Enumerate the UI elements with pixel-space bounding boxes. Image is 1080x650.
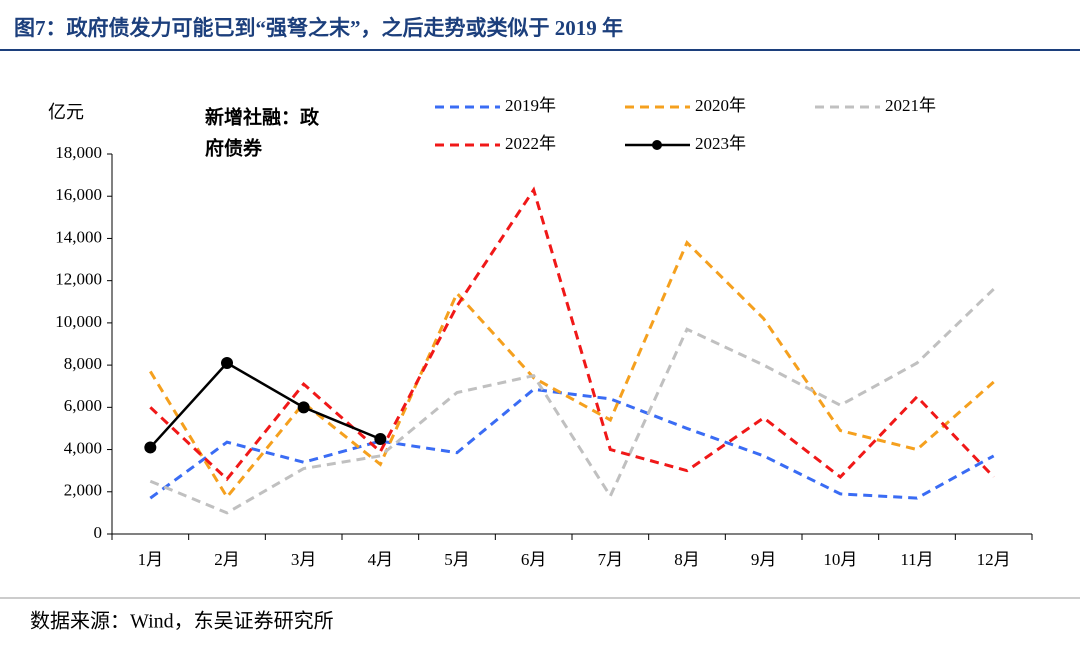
y-tick-label: 6,000 [64,396,102,415]
x-tick-label: 9月 [751,550,777,569]
x-tick-label: 12月 [977,550,1011,569]
y-tick-label: 0 [94,523,103,542]
x-tick-label: 7月 [598,550,624,569]
annotation: 新增社融：政 [205,105,320,128]
y-tick-label: 14,000 [55,227,102,246]
y-tick-label: 10,000 [55,312,102,331]
y-tick-label: 18,000 [55,143,102,162]
series-marker [297,401,310,414]
y-tick-label: 4,000 [64,438,102,457]
legend-label: 2020年 [695,96,746,115]
series-line [149,240,995,500]
legend-label: 2021年 [885,96,936,115]
y-tick-label: 12,000 [55,270,102,289]
series-marker [144,441,157,454]
legend-label: 2022年 [505,134,556,153]
annotation: 府债券 [205,136,263,159]
legend-label: 2019年 [505,96,556,115]
x-tick-label: 2月 [214,550,240,569]
series-marker [374,433,387,445]
x-tick-label: 6月 [521,550,547,569]
x-tick-label: 5月 [444,550,470,569]
series-line [149,186,995,482]
chart-title: 图7：政府债发力可能已到“强弩之末”，之后走势或类似于 2019 年 [14,16,623,40]
x-tick-label: 1月 [138,550,164,569]
x-tick-label: 3月 [291,550,317,569]
y-axis-label: 亿元 [48,102,84,122]
y-tick-label: 16,000 [55,185,102,204]
series-line [149,288,995,515]
y-tick-label: 8,000 [64,354,102,373]
x-tick-label: 8月 [674,550,700,569]
x-tick-label: 4月 [368,550,394,569]
series-line [149,361,381,449]
x-tick-label: 10月 [823,550,857,569]
legend-marker [652,140,662,150]
series-line [149,387,995,500]
series-marker [221,357,233,369]
y-tick-label: 2,000 [64,481,102,500]
x-tick-label: 11月 [900,550,933,569]
legend-label: 2023年 [695,134,746,153]
source: 数据来源：Wind，东吴证券研究所 [30,610,334,633]
